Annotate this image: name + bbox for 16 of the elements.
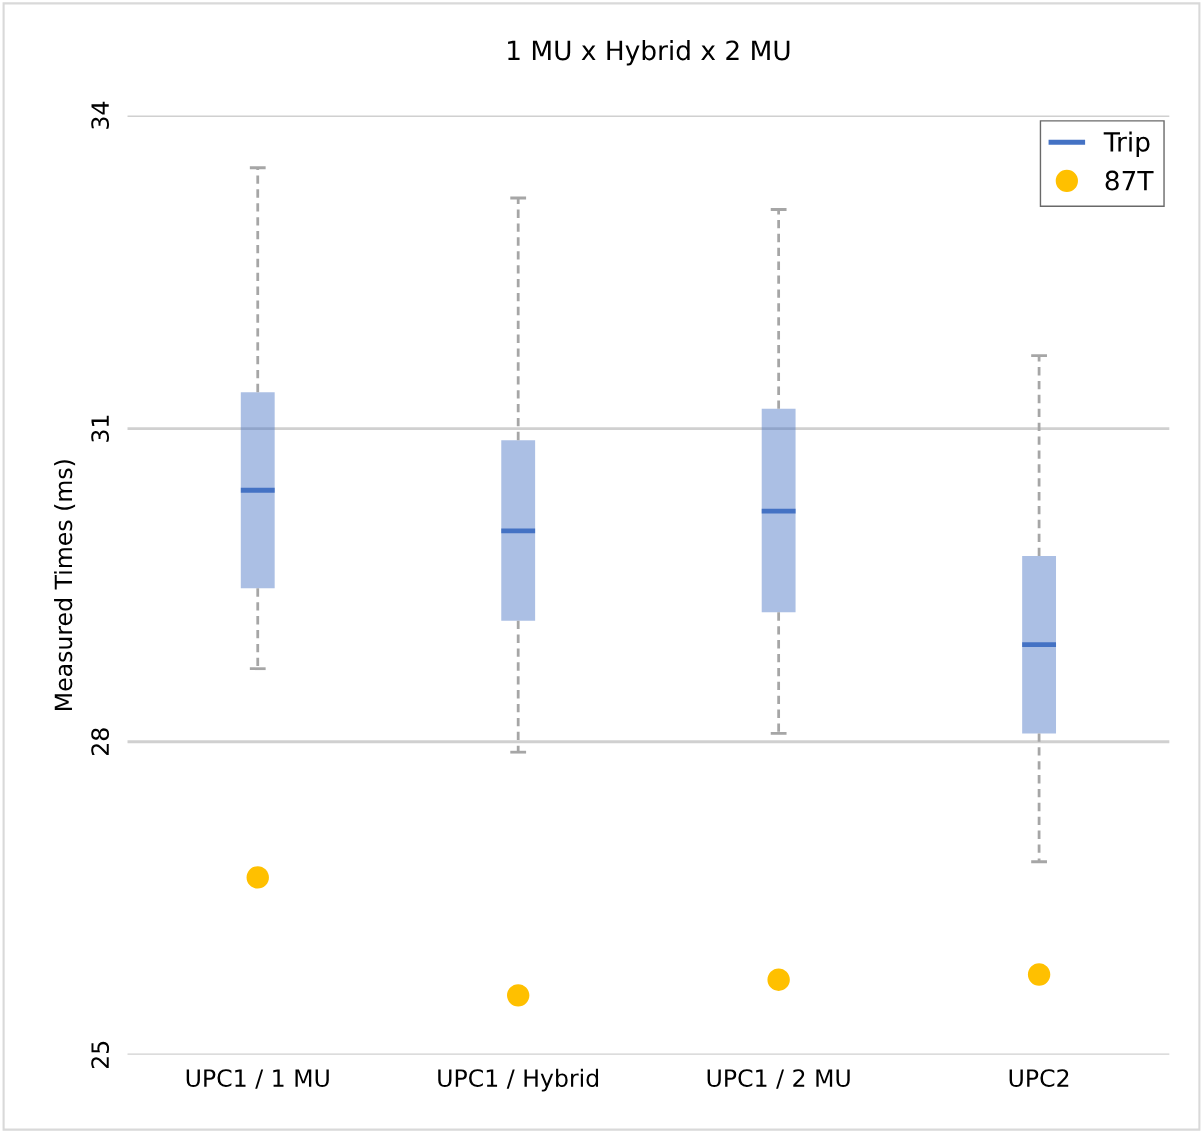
- point: [246, 866, 269, 889]
- x-tick-label: UPC1 / 1 MU: [186, 1069, 329, 1089]
- y-tick-label: 25: [91, 1041, 110, 1069]
- x-tick-label: UPC2: [1009, 1069, 1069, 1087]
- y-tick-label: 31: [91, 415, 110, 442]
- x-tick-label: UPC1 / 2 MU: [707, 1069, 850, 1089]
- y-tick-label: 34: [91, 101, 110, 129]
- x-tick-label: UPC1 / Hybrid: [438, 1068, 599, 1092]
- legend-label: Trip: [1103, 131, 1150, 157]
- point: [767, 968, 790, 991]
- chart-title: 1 MU x Hybrid x 2 MU: [508, 39, 790, 66]
- legend-label: 87T: [1105, 170, 1154, 191]
- y-axis-title: Measured Times (ms): [54, 460, 76, 710]
- point: [506, 984, 530, 1007]
- point: [1027, 963, 1051, 986]
- y-tick-label: 28: [91, 728, 110, 756]
